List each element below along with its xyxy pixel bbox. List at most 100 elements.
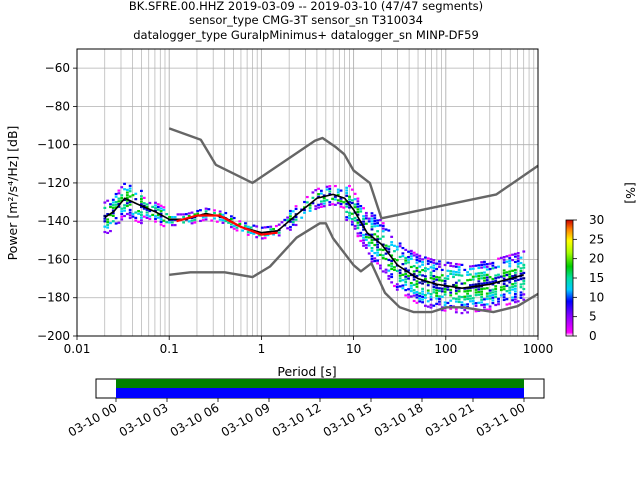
density-cell bbox=[449, 304, 453, 308]
density-cell bbox=[303, 208, 306, 212]
density-cell bbox=[142, 196, 146, 199]
density-cell bbox=[480, 282, 484, 285]
density-cell bbox=[117, 221, 121, 224]
density-cell bbox=[120, 186, 124, 189]
density-cell bbox=[491, 299, 495, 302]
density-cell bbox=[491, 288, 495, 291]
density-cell bbox=[452, 273, 455, 276]
density-cell bbox=[435, 289, 439, 292]
density-cell bbox=[156, 208, 160, 211]
density-cell bbox=[128, 195, 132, 198]
density-cell bbox=[387, 250, 391, 254]
density-cell bbox=[438, 303, 441, 306]
density-cell bbox=[438, 265, 441, 268]
density-cell bbox=[519, 283, 523, 286]
density-cell bbox=[322, 199, 326, 202]
density-cell bbox=[339, 205, 343, 208]
density-cell bbox=[474, 304, 478, 307]
density-cell bbox=[497, 276, 500, 279]
density-cell bbox=[229, 225, 233, 229]
density-cell bbox=[480, 295, 484, 299]
density-cell bbox=[404, 283, 408, 286]
density-cell bbox=[128, 211, 132, 214]
density-cell bbox=[398, 269, 402, 272]
density-cell bbox=[488, 289, 492, 292]
density-cell bbox=[418, 292, 422, 295]
density-cell bbox=[412, 291, 416, 295]
density-cell bbox=[362, 236, 365, 239]
density-cell bbox=[246, 233, 250, 236]
density-cell bbox=[111, 201, 115, 204]
density-cell bbox=[457, 287, 461, 290]
density-cell bbox=[364, 238, 368, 241]
density-cell bbox=[421, 287, 424, 290]
density-cell bbox=[499, 286, 503, 289]
density-cell bbox=[387, 245, 391, 248]
density-cell bbox=[303, 200, 306, 204]
density-cell bbox=[457, 290, 461, 293]
density-cell bbox=[120, 207, 124, 210]
density-cell bbox=[508, 286, 512, 289]
density-cell bbox=[424, 280, 427, 283]
density-cell bbox=[159, 223, 163, 226]
density-cell bbox=[418, 270, 422, 274]
density-cell bbox=[221, 219, 225, 222]
density-cell bbox=[499, 256, 503, 259]
density-cell bbox=[432, 267, 436, 270]
density-cell bbox=[289, 212, 292, 215]
density-cell bbox=[443, 282, 447, 285]
density-cell bbox=[187, 214, 191, 218]
series-mean bbox=[104, 193, 524, 290]
density-cell bbox=[393, 258, 396, 261]
density-cell bbox=[331, 197, 335, 200]
density-cell bbox=[463, 308, 467, 312]
title-line-1: BK.SFRE.00.HHZ 2019-03-09 -- 2019-03-10 … bbox=[129, 0, 483, 13]
density-cell bbox=[384, 271, 388, 274]
density-cell bbox=[468, 300, 472, 303]
density-cell bbox=[483, 303, 486, 306]
density-cell bbox=[446, 277, 450, 280]
density-cell bbox=[463, 282, 467, 285]
density-cell bbox=[485, 308, 489, 311]
density-cell bbox=[463, 298, 467, 301]
density-cell bbox=[117, 197, 121, 200]
density-cell bbox=[232, 227, 236, 230]
density-cell bbox=[497, 281, 500, 284]
density-cell bbox=[246, 231, 250, 234]
density-cell bbox=[404, 256, 408, 260]
density-cell bbox=[508, 257, 512, 260]
density-cell bbox=[373, 257, 377, 260]
density-cell bbox=[125, 188, 129, 192]
density-cell bbox=[404, 280, 408, 284]
density-cell bbox=[432, 288, 436, 291]
density-cell bbox=[468, 268, 472, 271]
density-cell bbox=[502, 272, 506, 275]
density-cell bbox=[277, 234, 281, 237]
density-cell bbox=[145, 206, 149, 209]
density-cell bbox=[502, 269, 506, 272]
density-cell bbox=[350, 223, 354, 226]
density-cell bbox=[424, 304, 427, 307]
density-cell bbox=[235, 226, 239, 229]
density-cell bbox=[120, 212, 124, 216]
density-cell bbox=[474, 283, 478, 286]
density-cell bbox=[111, 214, 115, 217]
density-cell bbox=[123, 188, 126, 191]
density-cell bbox=[407, 293, 410, 296]
density-cell bbox=[418, 265, 422, 268]
density-cell bbox=[418, 300, 422, 303]
density-cell bbox=[376, 219, 380, 222]
density-cell bbox=[319, 203, 323, 206]
density-cell bbox=[379, 264, 382, 267]
density-cell bbox=[348, 201, 351, 204]
density-cell bbox=[145, 211, 149, 214]
density-cell bbox=[322, 197, 326, 200]
density-cell bbox=[142, 204, 146, 208]
density-cell bbox=[505, 279, 509, 282]
density-cell bbox=[140, 219, 143, 222]
density-cell bbox=[328, 201, 332, 204]
density-cell bbox=[134, 219, 138, 222]
density-cell bbox=[513, 274, 517, 277]
density-cell bbox=[364, 233, 368, 236]
density-cell bbox=[463, 287, 467, 290]
